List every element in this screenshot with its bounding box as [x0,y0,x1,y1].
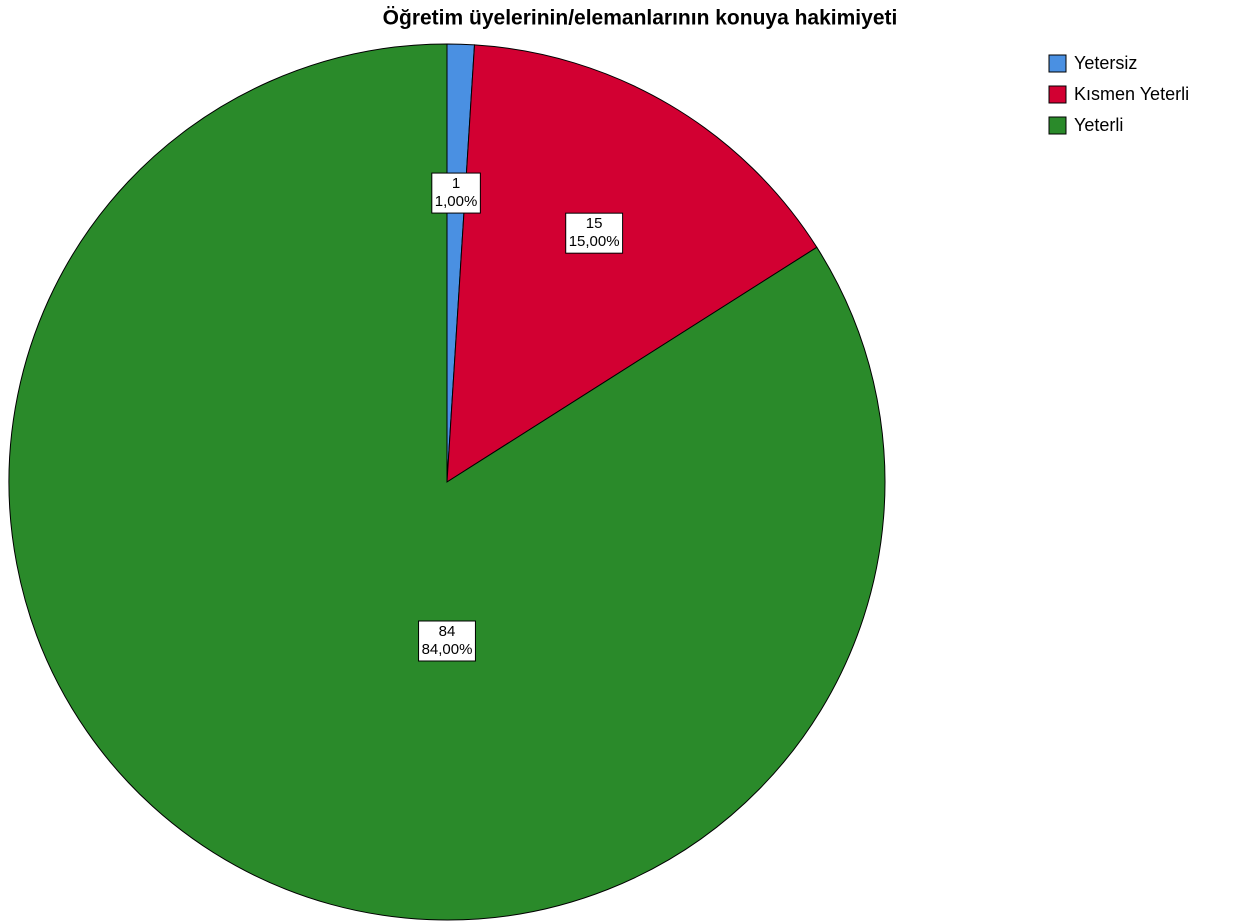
data-label-percent: 15,00% [569,233,620,250]
data-label: 11,00% [431,172,481,214]
legend-label: Yeterli [1074,115,1123,135]
legend-swatch [1048,116,1067,135]
data-label-count: 15 [586,215,603,232]
legend-swatch [1048,85,1067,104]
chart-title: Öğretim üyelerinin/elemanlarının konuya … [383,7,898,30]
data-label-box [431,172,481,214]
legend-label: Yetersiz [1074,53,1137,73]
data-label-count: 84 [439,623,456,640]
data-label-box [565,212,624,254]
pie-slice [446,44,818,483]
pie-slice [8,43,886,921]
data-label-count: 1 [452,175,460,192]
data-label-percent: 1,00% [435,193,478,210]
data-label-box [418,620,476,662]
data-label-percent: 84,00% [422,641,473,658]
legend-label: Kısmen Yeterli [1074,84,1189,104]
legend-swatch [1048,54,1067,73]
